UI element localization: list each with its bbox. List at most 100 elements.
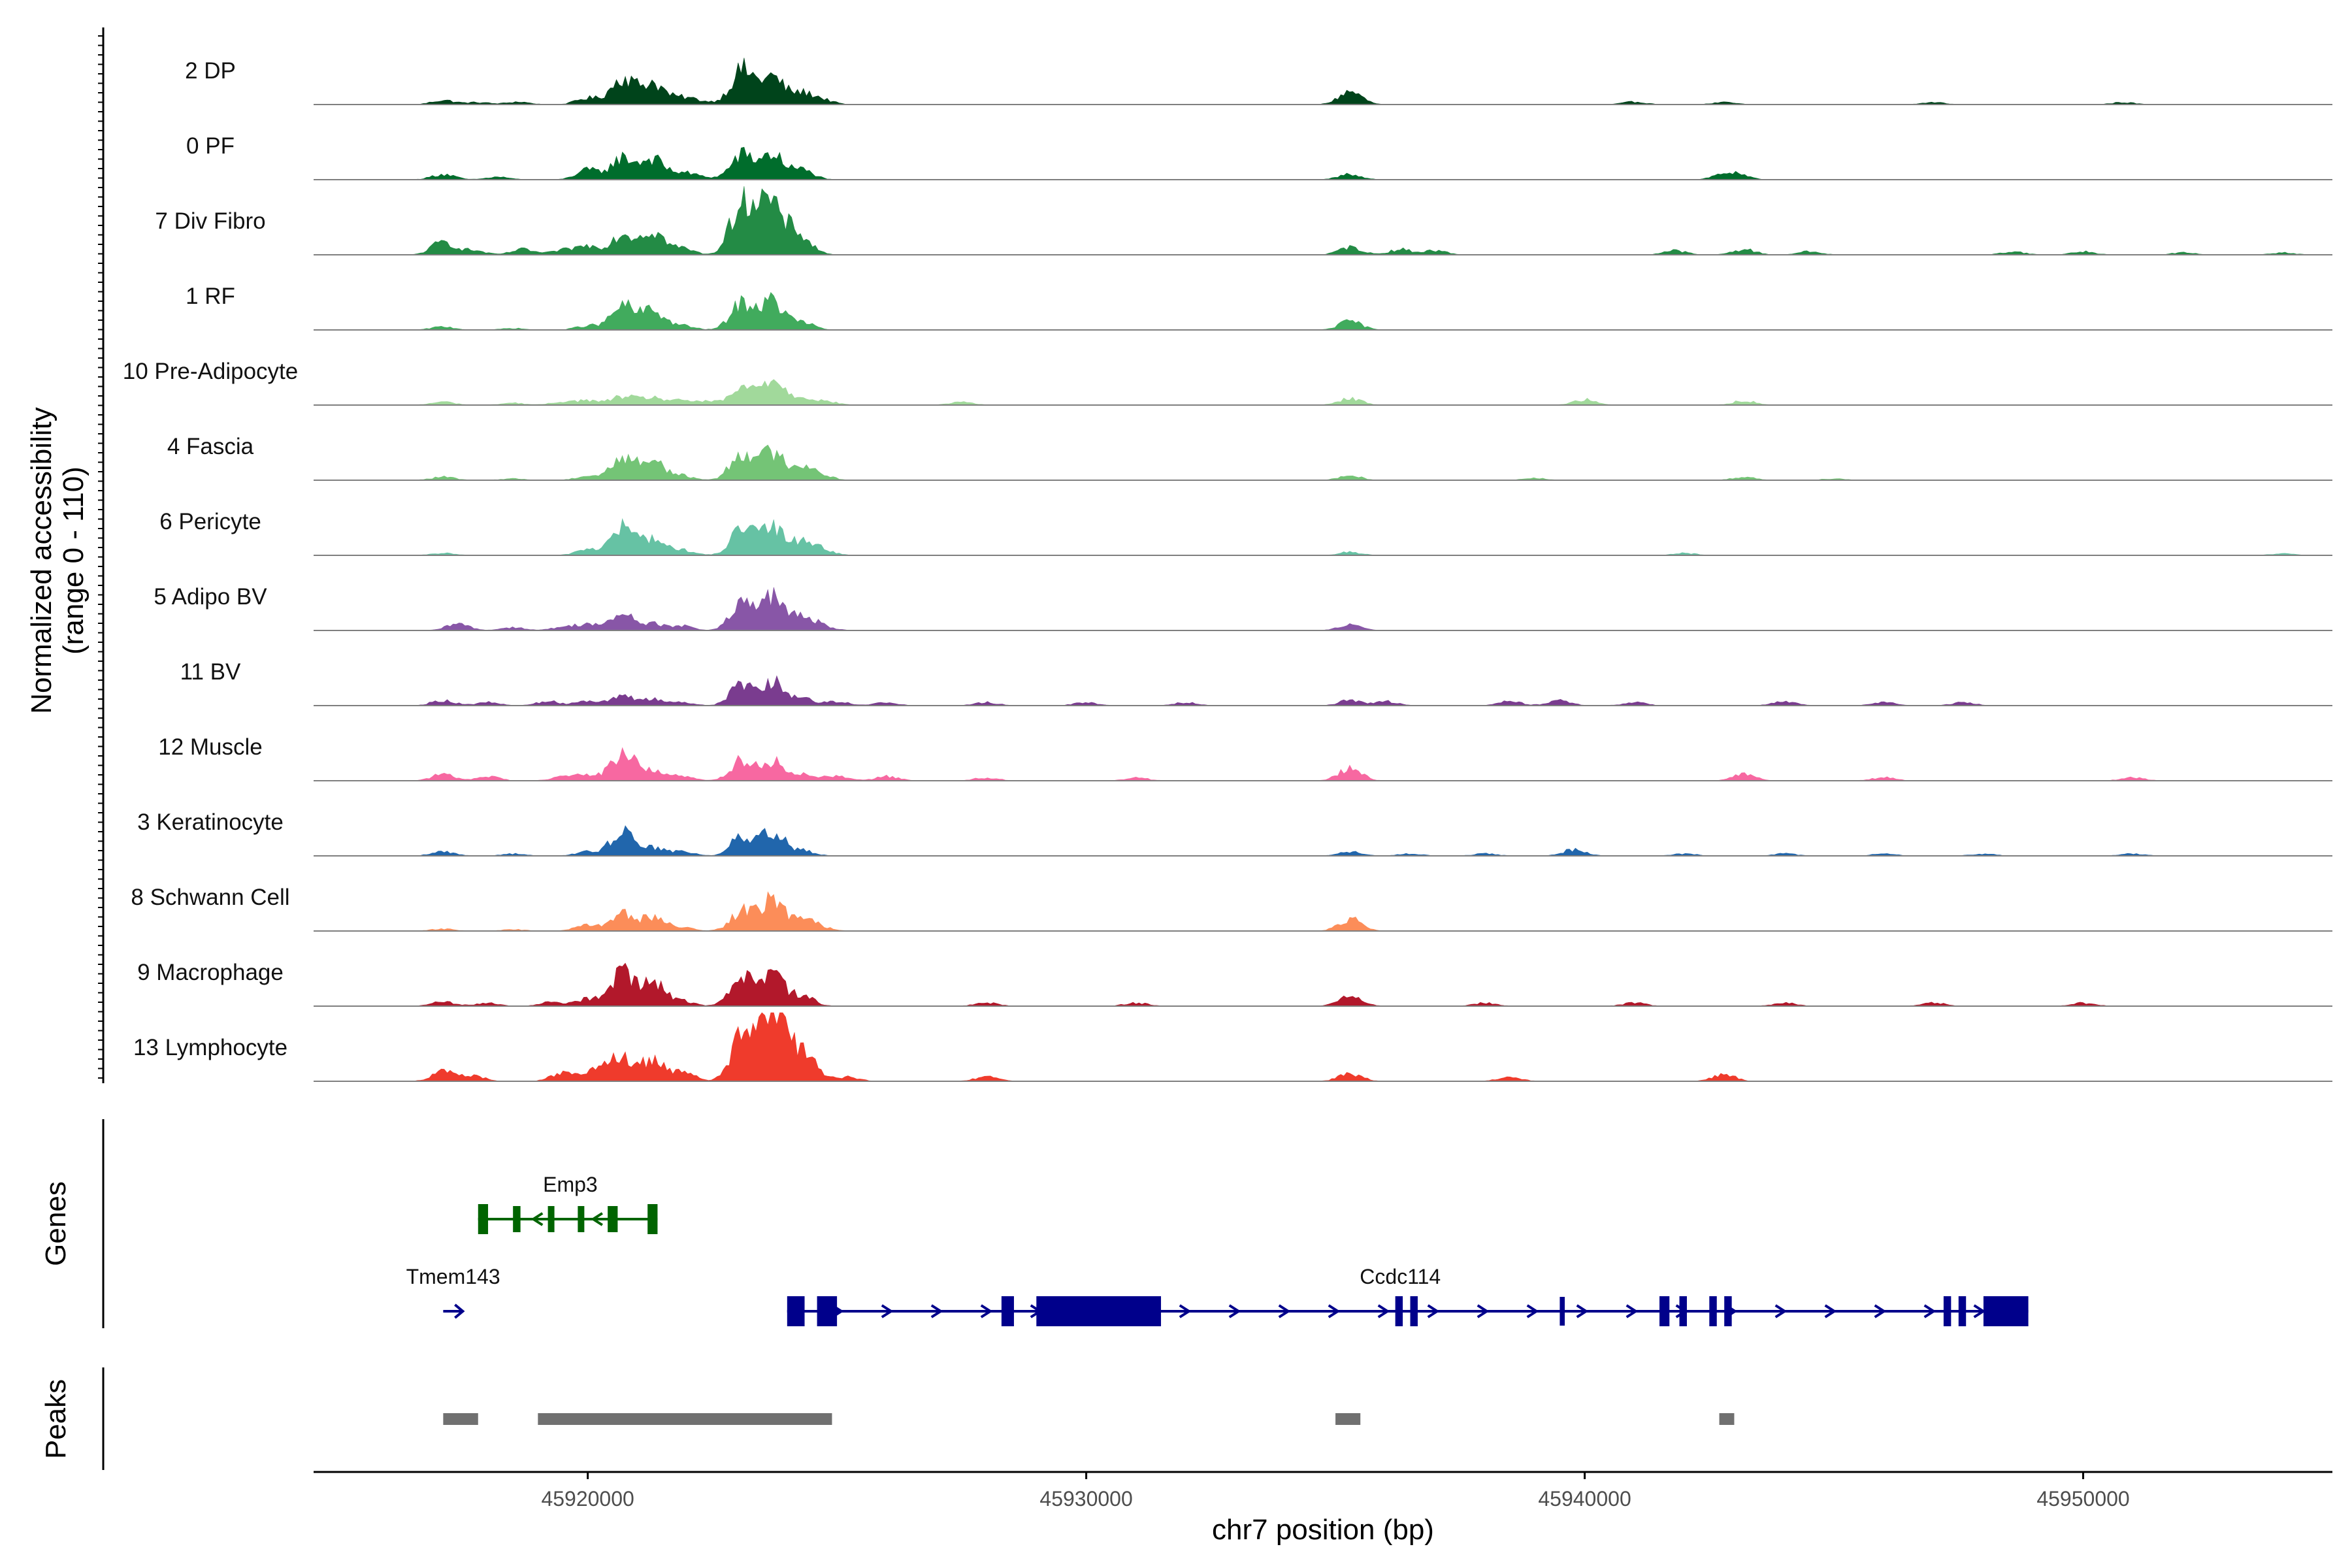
peak-track-label: Peaks — [40, 1379, 72, 1459]
coverage-track-4: 10 Pre-Adipocyte — [123, 359, 2332, 406]
gene-label-2: Ccdc114 — [1360, 1265, 1441, 1288]
gene-exon-206 — [1560, 1297, 1565, 1326]
y-axis-title: Normalized accessibility — [25, 407, 57, 713]
gene-exon-208 — [1679, 1296, 1687, 1326]
peak-0 — [443, 1413, 478, 1425]
gene-exon-211 — [1943, 1296, 1952, 1326]
peak-2 — [1335, 1413, 1361, 1425]
gene-exon-201 — [817, 1296, 838, 1326]
x-tick-label-1: 45930000 — [1039, 1487, 1132, 1511]
gene-model-0: Emp3 — [478, 1173, 658, 1234]
coverage-area-1 — [314, 146, 2332, 180]
gene-strand-chevron-214 — [1477, 1304, 1490, 1318]
coverage-area-13 — [314, 1012, 2332, 1082]
coverage-track-6: 6 Pericyte — [159, 509, 2332, 556]
gene-exon-205 — [1410, 1296, 1418, 1326]
gene-strand-chevron-217 — [1625, 1304, 1639, 1318]
coverage-track-8: 11 BV — [180, 659, 2332, 706]
gene-exon-203 — [1036, 1296, 1162, 1326]
coverage-track-3: 1 RF — [186, 284, 2332, 331]
peak-rects — [443, 1413, 1735, 1425]
gene-track-label: Genes — [40, 1181, 72, 1266]
gene-label-1: Tmem143 — [406, 1265, 500, 1288]
coverage-track-13: 13 Lymphocyte — [133, 1012, 2332, 1082]
gene-label-0: Emp3 — [543, 1173, 598, 1196]
gene-model-2: Ccdc114 — [787, 1265, 2029, 1326]
track-label-5: 4 Fascia — [167, 434, 254, 459]
track-label-4: 10 Pre-Adipocyte — [123, 359, 298, 384]
gene-strand-chevron-220 — [1774, 1304, 1788, 1318]
track-label-6: 6 Pericyte — [159, 509, 261, 534]
peak-track: Peaks — [40, 1367, 1735, 1470]
track-label-12: 9 Macrophage — [137, 960, 284, 985]
gene-track: Genes Emp3 Tmem143 Ccdc114 — [40, 1119, 2029, 1328]
gene-strand-chevron-2 — [591, 1212, 603, 1226]
gene-exon-2 — [547, 1206, 555, 1232]
coverage-area-12 — [314, 962, 2332, 1007]
x-axis: 45920000 45930000 45940000 45950000 chr7 po… — [314, 1471, 2332, 1546]
track-label-3: 1 RF — [186, 284, 235, 309]
peak-1 — [538, 1413, 832, 1425]
coverage-track-0: 2 DP — [185, 57, 2332, 105]
gene-strand-chevron-202 — [881, 1304, 894, 1318]
gene-exon-3 — [578, 1206, 585, 1232]
coverage-track-7: 5 Adipo BV — [154, 584, 2332, 631]
gene-exon-204 — [1395, 1296, 1403, 1326]
gene-strand-chevron-204 — [980, 1304, 993, 1318]
coverage-area-2 — [314, 186, 2332, 255]
track-label-13: 13 Lymphocyte — [133, 1035, 287, 1060]
coverage-area-0 — [314, 57, 2332, 105]
gene-strand-chevron-208 — [1179, 1304, 1192, 1318]
coverage-tracks: 2 DP 0 PF 7 Div Fibro 1 RF 10 Pre-Adipocyte 4… — [123, 57, 2332, 1082]
gene-strand-chevron-203 — [930, 1304, 943, 1318]
coverage-area-11 — [314, 891, 2332, 932]
coverage-track-9: 12 Muscle — [158, 734, 2332, 781]
coverage-y-axis — [98, 27, 105, 1083]
track-label-7: 5 Adipo BV — [154, 584, 267, 610]
gene-strand-chevron-215 — [1526, 1304, 1539, 1318]
track-label-2: 7 Div Fibro — [155, 208, 265, 234]
coverage-area-8 — [314, 675, 2332, 706]
gene-strand-chevron-211 — [1328, 1304, 1341, 1318]
coverage-y-axis-ticks — [98, 35, 103, 1079]
coverage-area-4 — [314, 379, 2332, 406]
gene-exon-210 — [1724, 1296, 1732, 1326]
track-label-9: 12 Muscle — [158, 734, 263, 760]
track-label-0: 2 DP — [185, 58, 236, 84]
gene-exon-1 — [513, 1206, 521, 1232]
track-label-8: 11 BV — [180, 659, 241, 685]
gene-exon-0 — [478, 1204, 489, 1234]
coverage-area-7 — [314, 587, 2332, 631]
coverage-track-12: 9 Macrophage — [137, 960, 2332, 1007]
x-tick-label-0: 45920000 — [541, 1487, 634, 1511]
track-label-1: 0 PF — [186, 133, 235, 159]
track-label-10: 3 Keratinocyte — [137, 809, 284, 835]
gene-strand-chevron-100 — [454, 1303, 465, 1319]
coverage-track-5: 4 Fascia — [167, 434, 2332, 481]
coverage-area-10 — [314, 825, 2332, 857]
x-axis-ticks: 45920000 45930000 45940000 45950000 — [541, 1472, 2130, 1511]
gene-strand-chevron-213 — [1427, 1304, 1440, 1318]
gene-exon-209 — [1709, 1296, 1717, 1326]
coverage-area-9 — [314, 747, 2332, 781]
gene-strand-chevron-223 — [1923, 1304, 1936, 1318]
x-axis-title: chr7 position (bp) — [1212, 1514, 1434, 1546]
coverage-area-6 — [314, 517, 2332, 556]
gene-model-1: Tmem143 — [406, 1265, 500, 1319]
gene-strand-chevron-212 — [1377, 1304, 1390, 1318]
coverage-track-1: 0 PF — [186, 133, 2332, 180]
gene-strand-chevron-224 — [1973, 1304, 1986, 1318]
coverage-track-10: 3 Keratinocyte — [137, 809, 2332, 857]
gene-strand-chevron-222 — [1874, 1304, 1887, 1318]
gene-exon-202 — [1001, 1296, 1014, 1326]
gene-exon-4 — [608, 1206, 618, 1232]
gene-exon-213 — [1983, 1296, 2029, 1326]
x-tick-label-2: 45940000 — [1538, 1487, 1631, 1511]
gene-strand-chevron-209 — [1228, 1304, 1241, 1318]
y-axis-range: (range 0 - 110) — [57, 466, 90, 655]
gene-exon-212 — [1958, 1296, 1967, 1326]
gene-models: Emp3 Tmem143 Ccdc114 — [406, 1173, 2029, 1326]
gene-exon-5 — [647, 1204, 658, 1234]
gene-strand-chevron-221 — [1824, 1304, 1837, 1318]
